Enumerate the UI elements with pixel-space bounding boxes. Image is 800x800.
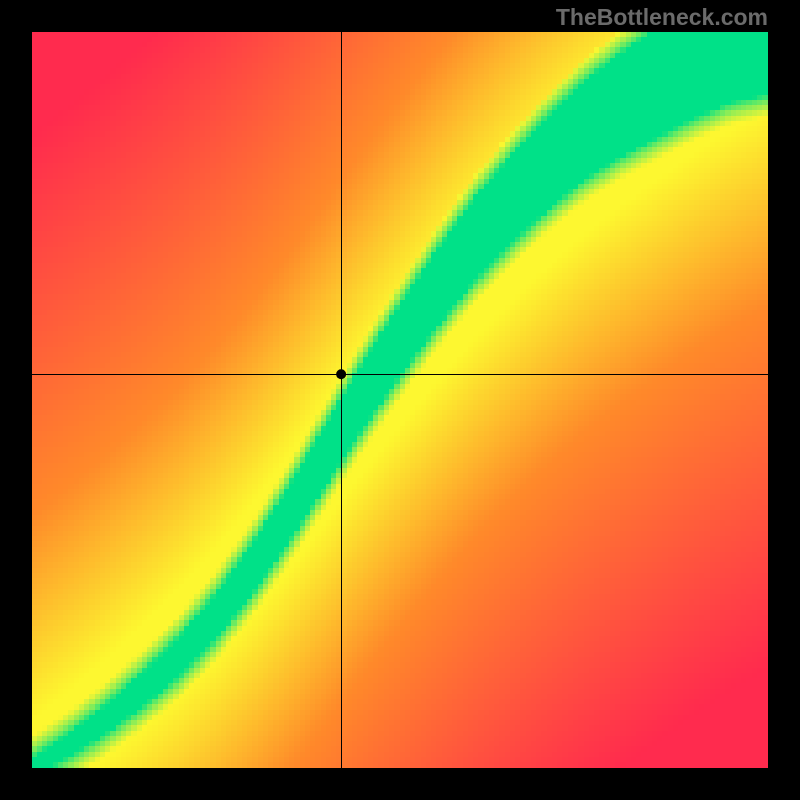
watermark-text: TheBottleneck.com (556, 4, 768, 31)
chart-container: TheBottleneck.com (0, 0, 800, 800)
crosshair-overlay-canvas (32, 32, 768, 768)
